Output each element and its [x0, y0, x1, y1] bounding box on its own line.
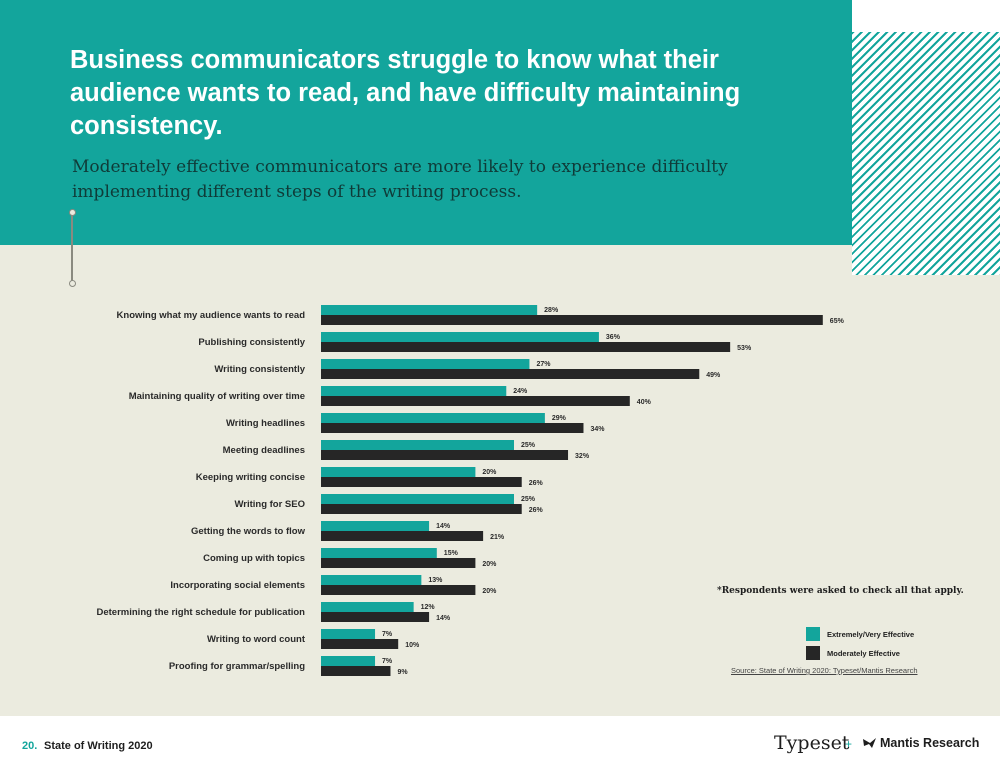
bar-extremely-very-effective-writing-headlines [321, 413, 545, 423]
document-title: State of Writing 2020 [44, 740, 153, 752]
bar-moderately-effective-writing-headlines [321, 423, 584, 433]
value-label-moderately-effective-incorporating-social-elements: 20% [482, 588, 497, 595]
value-label-extremely-very-effective-keeping-writing-concise: 20% [482, 469, 497, 476]
bar-chart: Knowing what my audience wants to read 28… [97, 305, 845, 676]
bar-extremely-very-effective-keeping-writing-concise [321, 467, 476, 477]
bar-extremely-very-effective-getting-the-words-to-flow [321, 521, 430, 531]
bar-extremely-very-effective-publishing-consistently [321, 332, 599, 342]
bar-moderately-effective-writing-to-word-count [321, 639, 399, 649]
category-label-meeting-deadlines: Meeting deadlines [223, 445, 305, 456]
bar-extremely-very-effective-incorporating-social-elements [321, 575, 422, 585]
legend-item-extremely-effective: Extremely/Very Effective [806, 626, 914, 642]
bar-moderately-effective-maintaining-quality-of-writing-over-time [321, 396, 630, 406]
typeset-logo: Typeset [774, 732, 850, 754]
value-label-moderately-effective-determining-the-right-schedule-for-publication: 14% [436, 615, 451, 622]
decorative-stripes [852, 32, 1000, 275]
bar-moderately-effective-publishing-consistently [321, 342, 731, 352]
category-label-incorporating-social-elements: Incorporating social elements [170, 580, 305, 591]
bar-extremely-very-effective-writing-for-seo [321, 494, 514, 504]
value-label-extremely-very-effective-writing-to-word-count: 7% [382, 631, 393, 638]
value-label-extremely-very-effective-writing-headlines: 29% [552, 415, 567, 422]
value-label-moderately-effective-maintaining-quality-of-writing-over-time: 40% [637, 399, 652, 406]
category-label-maintaining-quality-of-writing-over-time: Maintaining quality of writing over time [129, 391, 305, 402]
corner-background [852, 0, 1000, 32]
value-label-extremely-very-effective-maintaining-quality-of-writing-over-time: 24% [513, 388, 528, 395]
value-label-moderately-effective-writing-consistently: 49% [706, 372, 721, 379]
bar-moderately-effective-coming-up-with-topics [321, 558, 476, 568]
bar-moderately-effective-proofing-for-grammar-spelling [321, 666, 391, 676]
bar-extremely-very-effective-knowing-what-my-audience-wants-to-read [321, 305, 538, 315]
value-label-moderately-effective-meeting-deadlines: 32% [575, 453, 590, 460]
bar-extremely-very-effective-writing-to-word-count [321, 629, 376, 639]
value-label-moderately-effective-publishing-consistently: 53% [737, 345, 752, 352]
legend-label-moderately-effective: Moderately Effective [827, 648, 900, 658]
bar-moderately-effective-keeping-writing-concise [321, 477, 522, 487]
value-label-moderately-effective-proofing-for-grammar-spelling: 9% [397, 669, 408, 676]
chart-note: *Respondents were asked to check all tha… [717, 586, 964, 596]
chart-legend: Extremely/Very Effective Moderately Effe… [806, 626, 914, 664]
value-label-moderately-effective-writing-headlines: 34% [590, 426, 605, 433]
category-label-knowing-what-my-audience-wants-to-read: Knowing what my audience wants to read [117, 310, 306, 321]
footer: 20. State of Writing 2020 Typeset + Mant… [0, 716, 1000, 776]
source-link[interactable]: Source: State of Writing 2020: Typeset/M… [731, 666, 918, 675]
plus-sign: + [845, 737, 853, 751]
bar-moderately-effective-getting-the-words-to-flow [321, 531, 484, 541]
value-label-extremely-very-effective-determining-the-right-schedule-for-publication: 12% [421, 604, 436, 611]
bar-moderately-effective-incorporating-social-elements [321, 585, 476, 595]
mantis-icon [863, 738, 876, 748]
bar-moderately-effective-determining-the-right-schedule-for-publication [321, 612, 430, 622]
decorative-pin-line [71, 212, 73, 282]
bar-moderately-effective-writing-consistently [321, 369, 700, 379]
bar-extremely-very-effective-meeting-deadlines [321, 440, 514, 450]
value-label-extremely-very-effective-publishing-consistently: 36% [606, 334, 621, 341]
value-label-moderately-effective-keeping-writing-concise: 26% [529, 480, 544, 487]
bar-moderately-effective-meeting-deadlines [321, 450, 569, 460]
category-label-coming-up-with-topics: Coming up with topics [203, 553, 305, 564]
pin-dot-top [69, 209, 76, 216]
legend-item-moderately-effective: Moderately Effective [806, 645, 914, 661]
bar-extremely-very-effective-coming-up-with-topics [321, 548, 437, 558]
bar-moderately-effective-writing-for-seo [321, 504, 522, 514]
value-label-moderately-effective-writing-for-seo: 26% [529, 507, 544, 514]
value-label-moderately-effective-writing-to-word-count: 10% [405, 642, 420, 649]
legend-swatch-dark [806, 646, 820, 660]
page-subtitle: Moderately effective communicators are m… [72, 157, 728, 202]
category-label-getting-the-words-to-flow: Getting the words to flow [191, 526, 306, 537]
legend-label-extremely-effective: Extremely/Very Effective [827, 629, 915, 639]
bar-extremely-very-effective-proofing-for-grammar-spelling [321, 656, 376, 666]
legend-swatch-teal [806, 627, 820, 641]
pin-dot-bottom [69, 280, 76, 287]
category-label-writing-headlines: Writing headlines [226, 418, 305, 429]
category-label-proofing-for-grammar-spelling: Proofing for grammar/spelling [169, 661, 305, 672]
category-label-writing-consistently: Writing consistently [214, 364, 305, 375]
bar-extremely-very-effective-writing-consistently [321, 359, 530, 369]
category-label-writing-for-seo: Writing for SEO [234, 499, 305, 510]
mantis-research-logo: Mantis Research [880, 736, 980, 750]
value-label-moderately-effective-knowing-what-my-audience-wants-to-read: 65% [830, 318, 845, 325]
page-title: Business communicators struggle to know … [70, 46, 741, 140]
value-label-extremely-very-effective-proofing-for-grammar-spelling: 7% [382, 658, 393, 665]
value-label-extremely-very-effective-knowing-what-my-audience-wants-to-read: 28% [544, 307, 559, 314]
category-label-publishing-consistently: Publishing consistently [198, 337, 305, 348]
header-banner [0, 0, 852, 245]
category-label-keeping-writing-concise: Keeping writing concise [196, 472, 305, 483]
bar-moderately-effective-knowing-what-my-audience-wants-to-read [321, 315, 823, 325]
value-label-extremely-very-effective-getting-the-words-to-flow: 14% [436, 523, 451, 530]
value-label-moderately-effective-getting-the-words-to-flow: 21% [490, 534, 505, 541]
value-label-extremely-very-effective-writing-for-seo: 25% [521, 496, 536, 503]
value-label-extremely-very-effective-meeting-deadlines: 25% [521, 442, 536, 449]
value-label-extremely-very-effective-incorporating-social-elements: 13% [428, 577, 443, 584]
bar-extremely-very-effective-determining-the-right-schedule-for-publication [321, 602, 414, 612]
category-label-writing-to-word-count: Writing to word count [207, 634, 306, 645]
value-label-extremely-very-effective-coming-up-with-topics: 15% [444, 550, 459, 557]
page-number: 20. [22, 740, 38, 752]
category-label-determining-the-right-schedule-for-publication: Determining the right schedule for publi… [97, 607, 306, 618]
bar-extremely-very-effective-maintaining-quality-of-writing-over-time [321, 386, 507, 396]
value-label-extremely-very-effective-writing-consistently: 27% [536, 361, 551, 368]
value-label-moderately-effective-coming-up-with-topics: 20% [482, 561, 497, 568]
